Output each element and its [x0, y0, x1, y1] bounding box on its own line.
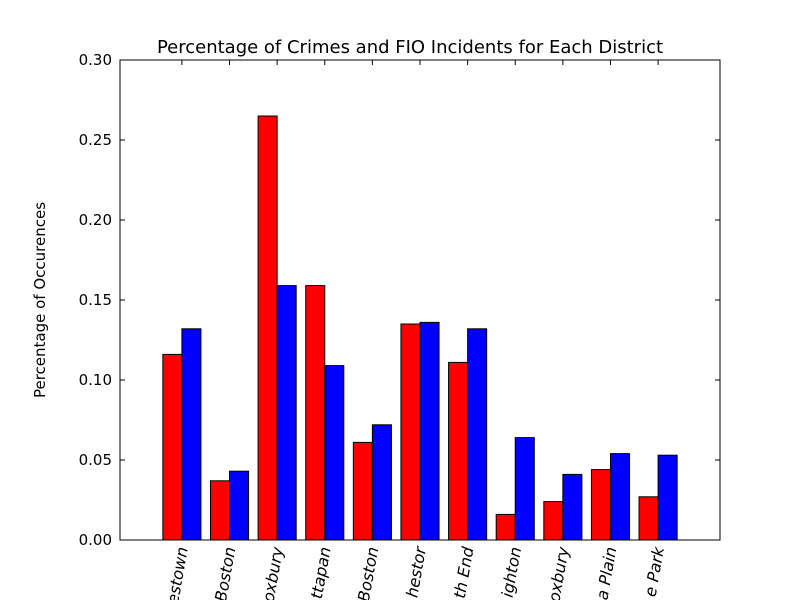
bar-series1-9 [543, 501, 564, 541]
x-category-label: Boston [354, 545, 382, 600]
y-tick-label: 0.30 [79, 51, 112, 69]
x-category-label: th End [450, 545, 478, 600]
bar-series1-7 [448, 361, 469, 541]
bar-series1-1 [162, 353, 183, 541]
bar-series2-6 [419, 321, 440, 541]
bar-series2-7 [467, 328, 488, 541]
y-tick-label: 0.10 [79, 371, 112, 389]
x-category-label: ttapan [307, 545, 335, 600]
bar-series1-2 [209, 480, 231, 541]
bar-series1-8 [495, 513, 516, 541]
x-category-label: ighton [498, 545, 526, 598]
x-category-label: Boston [211, 545, 239, 600]
bar-series2-2 [229, 470, 250, 541]
x-category-label: oxbury [259, 545, 287, 600]
x-category-label: e Park [641, 545, 669, 598]
bars-group [162, 115, 678, 541]
y-axis-label: Percentage of Occurences [31, 202, 49, 398]
x-category-label: estown [163, 545, 192, 600]
bar-series2-3 [276, 285, 297, 541]
x-category-label: oxbury [544, 545, 572, 600]
y-tick-label: 0.20 [79, 211, 112, 229]
y-tick-label: 0.05 [79, 451, 112, 469]
bar-series2-9 [562, 473, 583, 541]
chart-title: Percentage of Crimes and FIO Incidents f… [157, 37, 663, 58]
y-tick-label: 0.15 [79, 291, 112, 309]
y-tick-label: 0.00 [79, 531, 112, 549]
bar-series2-8 [514, 437, 535, 541]
x-category-label: hestor [402, 544, 430, 599]
bar-series2-1 [181, 328, 202, 541]
bar-series1-4 [305, 285, 326, 541]
bar-series2-4 [324, 365, 345, 541]
bar-series2-10 [609, 453, 631, 541]
x-category-label: a Plain [592, 545, 620, 600]
bar-series1-6 [400, 323, 421, 541]
bar-series1-10 [590, 469, 611, 541]
bar-series1-5 [352, 441, 373, 541]
y-tick-label: 0.25 [79, 131, 112, 149]
bar-series1-11 [638, 496, 659, 541]
bar-series2-11 [657, 454, 678, 541]
bar-series1-3 [257, 115, 278, 541]
bar-series2-5 [371, 424, 392, 541]
plot-area-frame [119, 59, 721, 541]
